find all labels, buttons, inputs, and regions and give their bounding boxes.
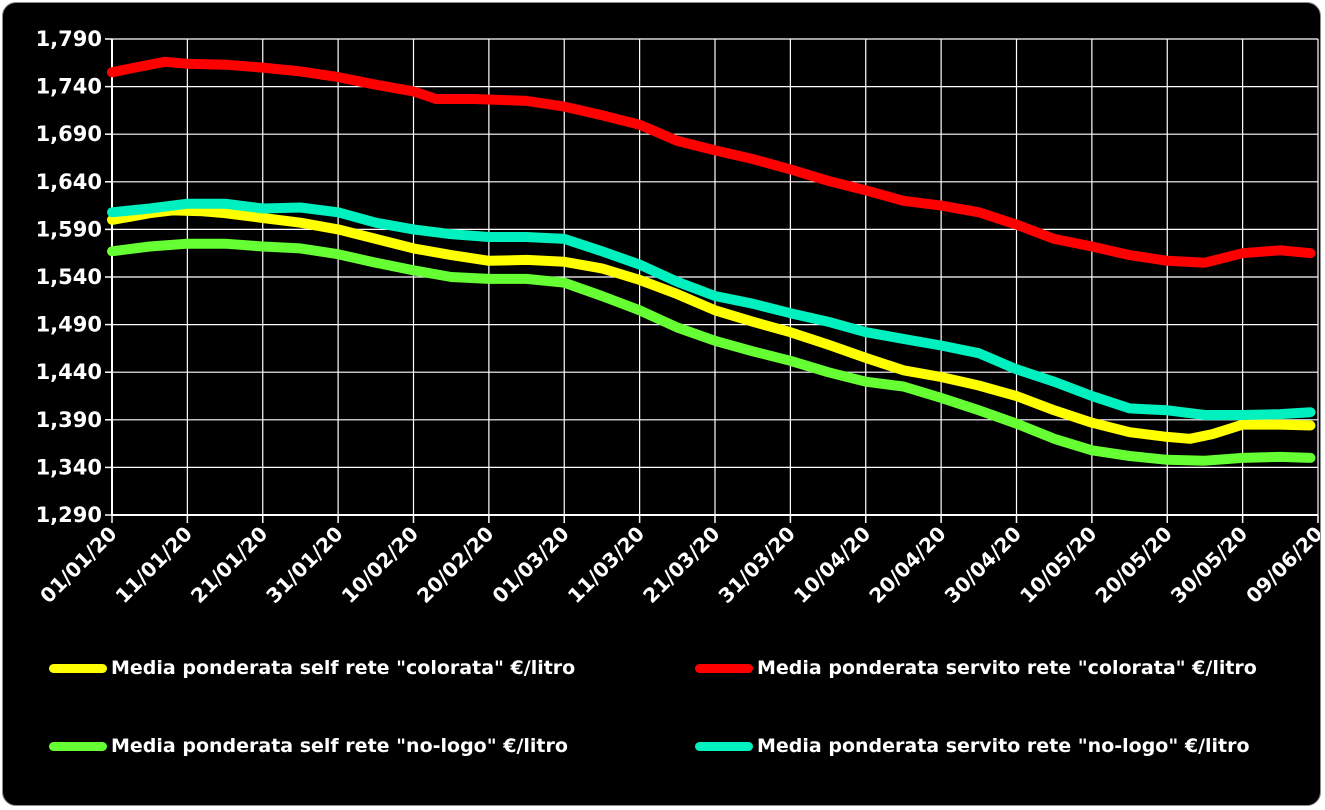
legend-label: Media ponderata servito rete "colorata" …: [757, 657, 1257, 679]
y-tick-label: 1,440: [36, 360, 102, 384]
x-tick-label: 09/06/20: [1241, 522, 1321, 608]
legend-label: Media ponderata self rete "no-logo" €/li…: [111, 735, 568, 757]
series-line-2: [107, 56, 1316, 268]
x-tick-label: 01/01/20: [35, 522, 121, 608]
x-tick-label: 11/03/20: [563, 522, 649, 608]
x-tick-label: 10/02/20: [337, 522, 423, 608]
y-tick-label: 1,540: [36, 265, 102, 289]
legend-item-servito-nologo: Media ponderata servito rete "no-logo" €…: [695, 731, 1250, 761]
x-tick-label: 01/03/20: [487, 522, 573, 608]
x-tick-label: 31/03/20: [714, 522, 800, 608]
legend-swatch: [49, 663, 107, 673]
x-tick-label: 20/05/20: [1090, 522, 1176, 608]
legend-label: Media ponderata self rete "colorata" €/l…: [111, 657, 576, 679]
legend-item-servito-colorata: Media ponderata servito rete "colorata" …: [695, 653, 1257, 683]
y-tick-label: 1,590: [36, 217, 102, 241]
y-tick-label: 1,340: [36, 455, 102, 479]
legend-item-self-nologo: Media ponderata self rete "no-logo" €/li…: [49, 731, 568, 761]
x-tick-label: 21/03/20: [638, 522, 724, 608]
series-line-4: [107, 198, 1316, 420]
x-tick-label: 10/04/20: [789, 522, 875, 608]
y-tick-label: 1,640: [36, 170, 102, 194]
x-tick-label: 11/01/20: [111, 522, 197, 608]
x-tick-label: 30/05/20: [1166, 522, 1252, 608]
y-tick-label: 1,290: [36, 503, 102, 527]
y-tick-label: 1,490: [36, 313, 102, 337]
line-chart: 1,790 1,740 1,690 1,640 1,590 1,540 1,490 1,440…: [35, 27, 1321, 608]
x-tick-label: 10/05/20: [1015, 522, 1101, 608]
y-tick-label: 1,740: [36, 75, 102, 99]
x-tick-label: 21/01/20: [186, 522, 272, 608]
x-tick-label: 30/04/20: [940, 522, 1026, 608]
y-tick-label: 1,690: [36, 122, 102, 146]
legend-label: Media ponderata servito rete "no-logo" €…: [757, 735, 1250, 757]
y-tick-label: 1,790: [36, 27, 102, 51]
legend-swatch: [695, 741, 753, 751]
x-tick-label: 31/01/20: [261, 522, 347, 608]
legend-item-self-colorata: Media ponderata self rete "colorata" €/l…: [49, 653, 575, 683]
x-tick-label: 20/04/20: [864, 522, 950, 608]
legend-swatch: [695, 663, 753, 673]
series-line-3: [107, 238, 1316, 466]
y-tick-label: 1,390: [36, 408, 102, 432]
series-line-1: [107, 205, 1316, 444]
x-tick-label: 20/02/20: [412, 522, 498, 608]
legend-swatch: [49, 741, 107, 751]
